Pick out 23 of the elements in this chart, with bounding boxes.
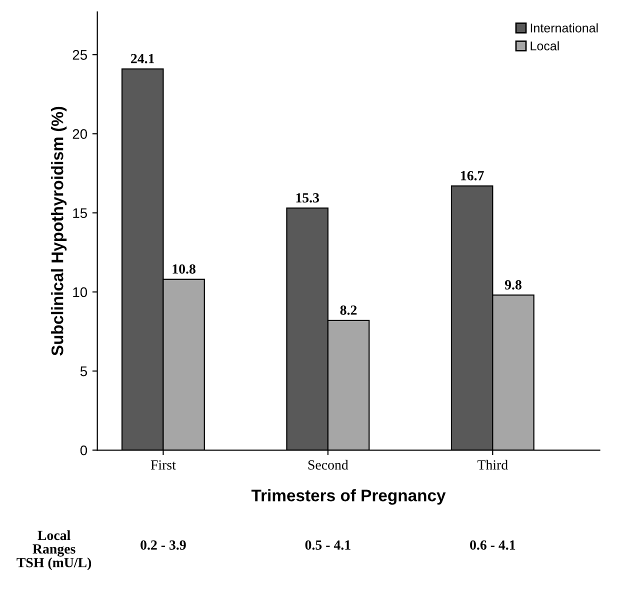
data-label: 9.8 [504,280,522,290]
data-label: 16.7 [461,171,484,180]
y-tick-label: 20 [72,129,88,139]
y-tick-label: 10 [73,287,88,298]
data-label: 10.8 [172,264,196,274]
y-tick-label: 5 [80,366,88,376]
text: 0.2 - 3.9 [140,540,186,550]
x-tick-label: First [150,460,176,470]
text: 0.6 - 4.1 [470,540,516,550]
y-tick-label: 25 [72,50,88,60]
y-tick-label: 15 [73,208,88,218]
x-tick-label: Second [308,460,348,470]
legend-label: International [530,23,598,32]
text: Local Ranges TSH (mU/L) [16,530,92,570]
data-label: 24.1 [131,54,154,64]
y-axis-title: Subclinical Hypothyroidism (%) [51,106,67,356]
data-label: 8.2 [340,305,357,315]
legend-label: Local [530,41,559,50]
data-label: 15.3 [296,193,320,203]
x-tick-label: Third [477,460,508,470]
x-axis-title: Trimesters of Pregnancy [251,489,446,505]
y-tick-label: 0 [80,445,88,456]
text: 0.5 - 4.1 [305,540,350,550]
